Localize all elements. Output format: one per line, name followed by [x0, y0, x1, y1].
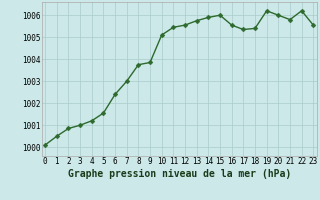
X-axis label: Graphe pression niveau de la mer (hPa): Graphe pression niveau de la mer (hPa): [68, 169, 291, 179]
